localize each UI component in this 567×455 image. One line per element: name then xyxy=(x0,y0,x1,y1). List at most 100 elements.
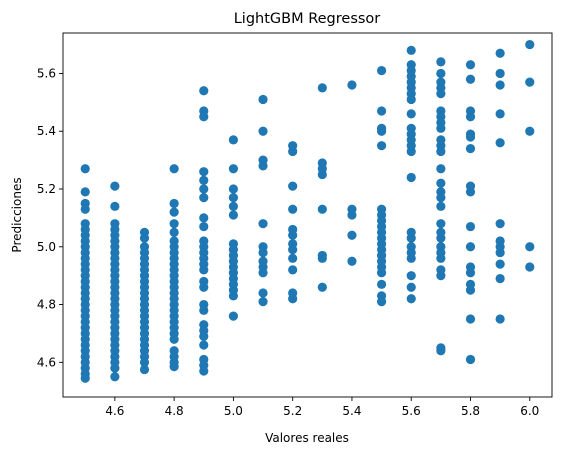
data-point xyxy=(465,354,476,365)
data-point xyxy=(406,172,416,183)
data-point xyxy=(465,132,476,142)
data-point xyxy=(436,193,446,203)
data-point xyxy=(436,123,446,133)
data-point xyxy=(495,247,505,258)
data-point xyxy=(228,201,239,211)
x-tick-label: 4.6 xyxy=(105,404,124,418)
data-point xyxy=(169,164,179,174)
data-point xyxy=(347,256,357,266)
data-point xyxy=(436,178,446,188)
x-tick-label: 5.0 xyxy=(224,404,243,418)
data-point xyxy=(258,94,268,105)
data-point xyxy=(288,294,298,304)
data-point xyxy=(228,291,239,301)
data-point xyxy=(406,233,416,243)
data-point xyxy=(465,221,476,232)
data-point xyxy=(495,138,505,148)
data-point xyxy=(288,204,298,214)
data-point xyxy=(228,311,239,321)
data-point xyxy=(436,271,446,281)
data-point xyxy=(288,146,298,157)
data-point xyxy=(288,230,298,240)
data-point xyxy=(406,146,416,157)
y-tick-label: 4.8 xyxy=(37,298,56,312)
data-point xyxy=(376,268,387,278)
y-axis-label: Predicciones xyxy=(10,177,24,252)
data-point xyxy=(436,346,446,356)
data-point xyxy=(169,207,179,217)
data-point xyxy=(525,126,535,136)
data-point xyxy=(406,253,416,263)
data-point xyxy=(465,268,476,278)
data-point xyxy=(376,279,387,289)
x-tick-label: 5.4 xyxy=(342,404,361,418)
data-point xyxy=(169,198,179,209)
y-tick-label: 5.6 xyxy=(37,66,56,80)
data-point xyxy=(376,297,387,307)
data-point xyxy=(258,219,268,229)
data-point xyxy=(317,253,327,263)
data-point xyxy=(465,112,476,122)
y-axis-ticks: 4.6 4.8 5.0 5.2 5.4 5.6 xyxy=(37,66,63,369)
data-point xyxy=(199,331,209,341)
data-point xyxy=(199,265,209,275)
data-point xyxy=(436,164,446,174)
data-point xyxy=(199,86,209,96)
data-point xyxy=(110,201,120,211)
data-point xyxy=(495,80,505,90)
data-point xyxy=(525,77,535,87)
data-point xyxy=(376,126,387,136)
data-point xyxy=(228,193,239,203)
data-point xyxy=(436,233,446,243)
data-point xyxy=(258,268,268,278)
plot-frame xyxy=(62,32,553,398)
data-point xyxy=(288,253,298,263)
data-point xyxy=(139,364,150,375)
data-point xyxy=(436,146,446,157)
data-point xyxy=(139,357,150,367)
data-point xyxy=(258,297,268,307)
data-point xyxy=(406,109,416,119)
data-point xyxy=(525,242,535,252)
data-point xyxy=(436,253,446,263)
data-point xyxy=(169,219,179,229)
x-tick-label: 5.6 xyxy=(402,404,421,418)
data-point xyxy=(80,164,90,174)
data-point xyxy=(465,314,476,324)
data-point xyxy=(406,271,416,281)
data-point xyxy=(199,221,209,232)
data-point xyxy=(317,282,327,292)
data-point xyxy=(495,48,505,58)
data-point xyxy=(495,314,505,324)
data-point xyxy=(228,164,239,174)
data-point xyxy=(436,57,446,67)
data-point xyxy=(199,112,209,122)
data-point xyxy=(258,288,268,298)
x-tick-label: 5.8 xyxy=(461,404,480,418)
data-point xyxy=(347,210,357,220)
data-point xyxy=(495,68,505,79)
data-point xyxy=(465,285,476,295)
data-point xyxy=(199,305,209,315)
data-point xyxy=(436,89,446,99)
y-tick-label: 4.6 xyxy=(37,355,56,369)
data-point xyxy=(110,372,120,382)
data-point xyxy=(525,262,535,272)
data-point xyxy=(465,143,476,154)
data-point xyxy=(376,141,387,151)
data-point xyxy=(169,362,179,372)
data-point xyxy=(80,204,90,214)
data-point xyxy=(228,210,239,220)
x-axis-ticks: 4.6 4.8 5.0 5.2 5.4 5.6 5.8 6.0 xyxy=(105,397,539,418)
chart-title: LightGBM Regressor xyxy=(234,11,381,27)
data-point xyxy=(436,68,446,79)
data-point xyxy=(406,282,416,292)
data-point xyxy=(288,245,298,255)
data-point xyxy=(465,60,476,70)
y-tick-label: 5.4 xyxy=(37,124,56,138)
data-point xyxy=(228,135,239,145)
data-point xyxy=(258,247,268,258)
data-point xyxy=(80,187,90,197)
data-point xyxy=(80,373,90,383)
